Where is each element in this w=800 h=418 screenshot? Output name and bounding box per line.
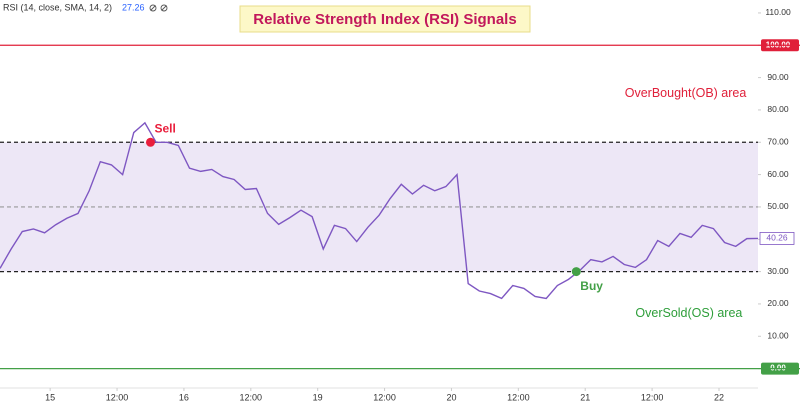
last-value-label: 40.26 bbox=[766, 233, 788, 243]
annotation: OverSold(OS) area bbox=[635, 306, 742, 320]
x-tick-label: 12:00 bbox=[373, 392, 396, 402]
signal-dot bbox=[145, 137, 155, 147]
x-tick-label: 19 bbox=[313, 392, 323, 402]
signal-label: Buy bbox=[580, 279, 603, 293]
signal-dot bbox=[571, 267, 581, 277]
x-tick-label: 12:00 bbox=[106, 392, 129, 402]
y-tick-label: 90.00 bbox=[767, 72, 789, 82]
y-tick-label: 20.00 bbox=[767, 298, 789, 308]
x-tick-label: 21 bbox=[580, 392, 590, 402]
chart-title: Relative Strength Index (RSI) Signals bbox=[253, 11, 516, 28]
y-tick-label: 60.00 bbox=[767, 169, 789, 179]
last-value-box bbox=[759, 232, 795, 245]
x-tick-label: 22 bbox=[714, 392, 724, 402]
x-tick-label: 20 bbox=[446, 392, 456, 402]
y-tick-label: 10.00 bbox=[767, 331, 789, 341]
signal-label: Sell bbox=[154, 121, 175, 135]
y-tick-label: 50.00 bbox=[767, 201, 789, 211]
x-tick-label: 12:00 bbox=[641, 392, 664, 402]
x-tick-label: 16 bbox=[179, 392, 189, 402]
y-tick-label: 110.00 bbox=[765, 7, 791, 17]
y-tick-label: 70.00 bbox=[767, 137, 789, 147]
annotation: OverBought(OB) area bbox=[625, 86, 747, 100]
y-tick-label: 80.00 bbox=[767, 104, 789, 114]
x-tick-label: 15 bbox=[45, 392, 55, 402]
legend-icons bbox=[149, 4, 168, 12]
x-tick-label: 12:00 bbox=[507, 392, 530, 402]
rsi-line bbox=[0, 121, 759, 300]
title-box bbox=[239, 5, 531, 33]
legend-value: 27.26 bbox=[122, 2, 145, 12]
y-tick-label: 30.00 bbox=[767, 266, 789, 276]
legend-label: RSI (14, close, SMA, 14, 2) bbox=[3, 2, 112, 12]
x-tick-label: 12:00 bbox=[240, 392, 263, 402]
